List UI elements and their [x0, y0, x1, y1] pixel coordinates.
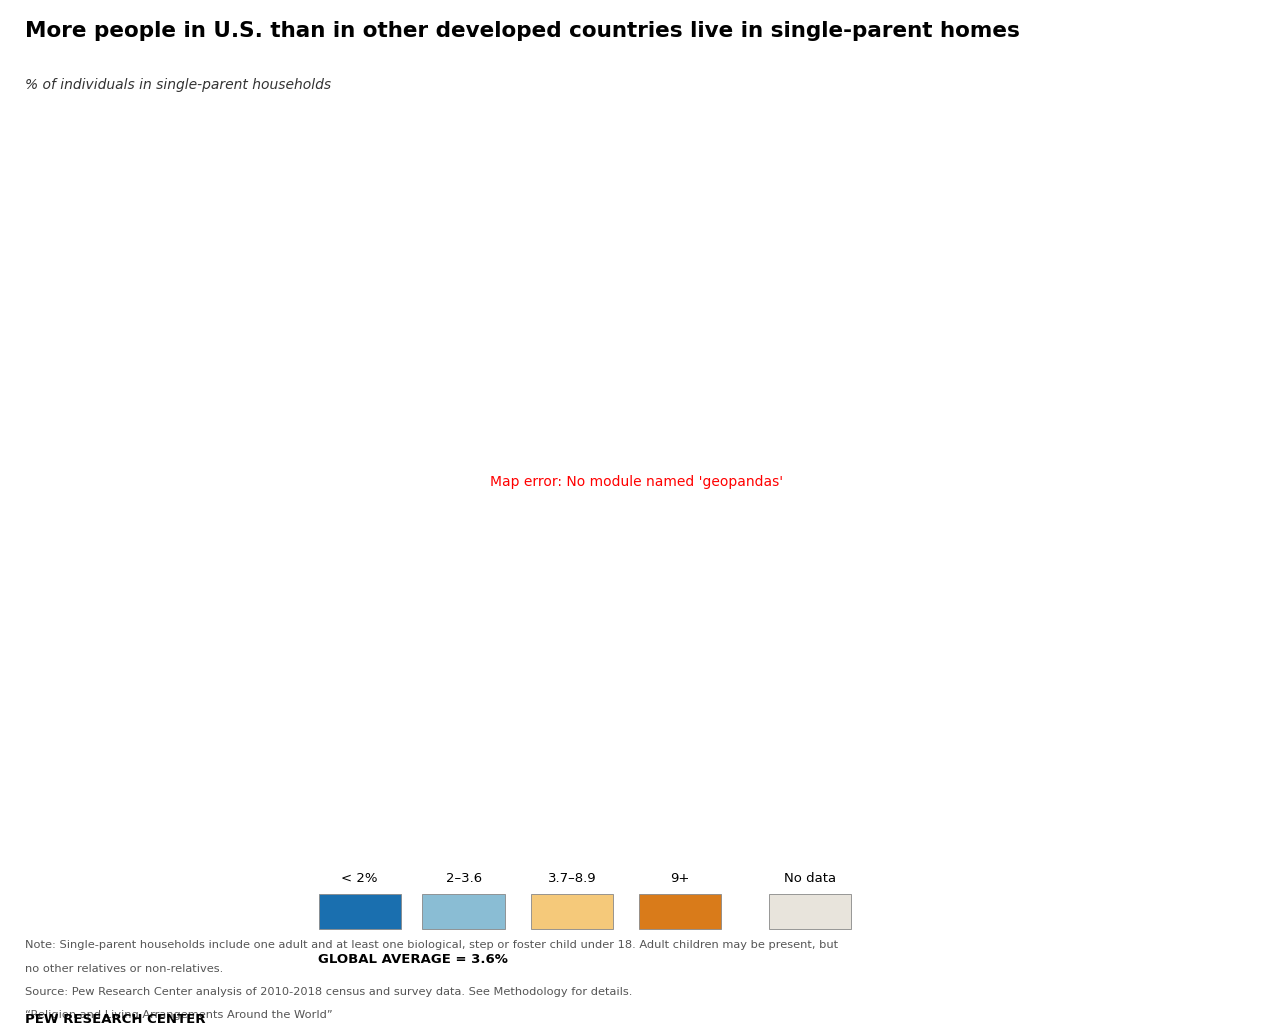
Text: No data: No data [784, 871, 836, 885]
Bar [423, 893, 505, 928]
Bar [769, 893, 851, 928]
Text: no other relatives or non-relatives.: no other relatives or non-relatives. [25, 963, 224, 974]
Text: % of individuals in single-parent households: % of individuals in single-parent househ… [25, 78, 331, 92]
Bar [531, 893, 613, 928]
Text: Note: Single-parent households include one adult and at least one biological, st: Note: Single-parent households include o… [25, 941, 838, 950]
Text: < 2%: < 2% [341, 871, 378, 885]
Text: 3.7–8.9: 3.7–8.9 [548, 871, 596, 885]
Text: Source: Pew Research Center analysis of 2010-2018 census and survey data. See Me: Source: Pew Research Center analysis of … [25, 987, 633, 997]
Text: PEW RESEARCH CENTER: PEW RESEARCH CENTER [25, 1013, 206, 1026]
Text: GLOBAL AVERAGE = 3.6%: GLOBAL AVERAGE = 3.6% [318, 953, 508, 967]
Bar [318, 893, 401, 928]
Text: “Religion and Living Arrangements Around the World”: “Religion and Living Arrangements Around… [25, 1010, 333, 1020]
Text: 2–3.6: 2–3.6 [446, 871, 482, 885]
Text: Map error: No module named 'geopandas': Map error: No module named 'geopandas' [490, 474, 784, 489]
Bar [640, 893, 721, 928]
Text: More people in U.S. than in other developed countries live in single-parent home: More people in U.S. than in other develo… [25, 21, 1020, 40]
Text: 9+: 9+ [670, 871, 691, 885]
